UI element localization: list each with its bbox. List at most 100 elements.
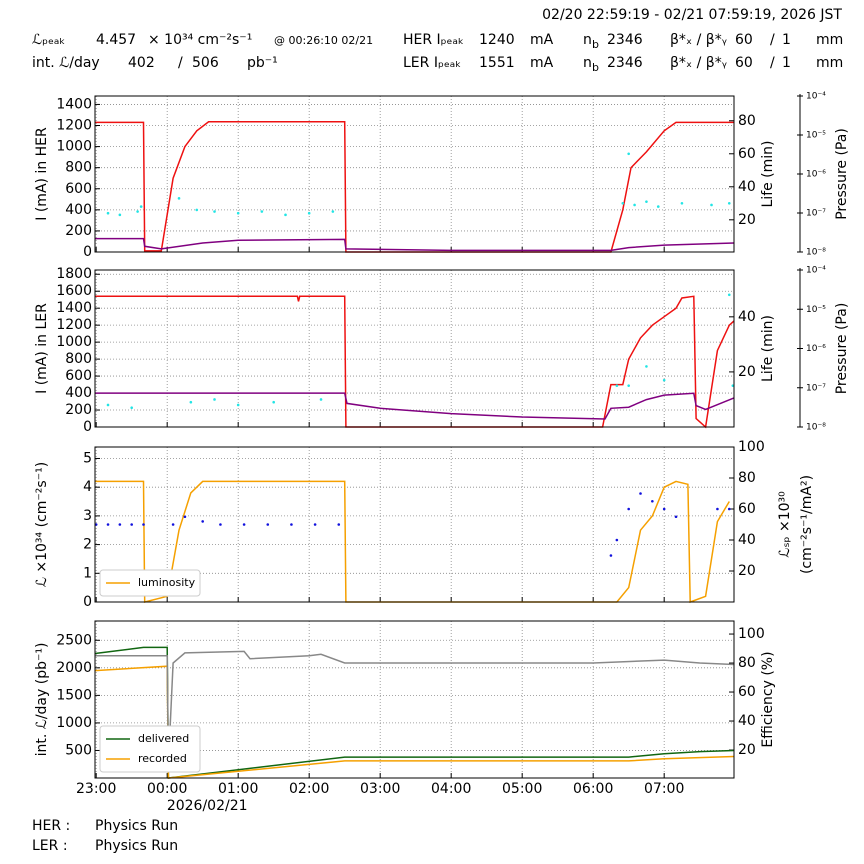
scatter-point (633, 203, 636, 207)
y-tick-label: 0 (83, 244, 92, 260)
y-tick-label: 200 (65, 223, 92, 239)
y-tick-label: 1400 (56, 96, 92, 112)
scatter-point (651, 499, 654, 503)
scatter-point (627, 384, 630, 387)
beta-sep: / (770, 55, 775, 71)
y-tick-label: 200 (65, 402, 92, 418)
scatter-point (674, 515, 678, 519)
y-tick-label: 1 (83, 565, 92, 581)
beta-y: 1 (782, 32, 791, 48)
y2-tick-label: 100 (738, 626, 765, 642)
footer-status: Physics Run (95, 818, 178, 834)
y-tick-label: 1800 (56, 266, 92, 282)
scatter-point (615, 384, 619, 387)
y3-tick-label: 10⁻⁸ (806, 248, 826, 258)
y2-tick-label: 20 (738, 563, 756, 579)
x-label: 2026/02/21 (167, 798, 248, 814)
beta-label: β*ₓ / β*ᵧ (670, 55, 727, 71)
lumi-unit: × 10³⁴ cm⁻²s⁻¹ (148, 32, 252, 48)
scatter-point (177, 197, 181, 200)
plot-frame (94, 95, 735, 253)
y2-label: ℒₛₚ ×10³⁰ (777, 491, 793, 558)
int-unit: pb⁻¹ (247, 55, 278, 71)
lumi-peak: 4.457 (96, 32, 136, 48)
scatter-point (118, 523, 122, 526)
y-tick-label: 1400 (56, 300, 92, 316)
scatter-point (195, 208, 199, 212)
scatter-point (621, 202, 625, 205)
x-tick-label: 04:00 (431, 781, 471, 797)
y2-label: (cm⁻²s⁻¹/mA²) (799, 475, 815, 574)
y-tick-label: 2000 (56, 660, 92, 676)
current-unit: mA (530, 32, 554, 48)
y-tick-label: 400 (65, 202, 92, 218)
y2-tick-label: 60 (738, 684, 756, 700)
time-range: 02/20 22:59:19 - 02/21 07:59:19, 2026 JS… (542, 7, 842, 23)
scatter-point (260, 210, 264, 213)
y3-tick-label: 10⁻⁷ (806, 383, 826, 393)
current: 1240 (479, 32, 515, 48)
scatter-point (213, 398, 216, 401)
nb-sub: b (592, 61, 599, 74)
panel: 0 200 400 600 800 1000 1200 1400 20 40 60 80 10⁻⁸ 10⁻… (34, 92, 850, 261)
y3-tick-label: 10⁻⁴ (806, 266, 826, 276)
y-tick-label: 2 (83, 537, 92, 553)
scatter-point (136, 210, 139, 213)
scatter-point (213, 210, 216, 213)
beta-label: β*ₓ / β*ᵧ (670, 32, 727, 48)
scatter-point (284, 213, 287, 217)
y-label: I (mA) in LER (34, 303, 50, 394)
y-tick-label: 2500 (56, 632, 92, 648)
y2-tick-label: 20 (738, 742, 756, 758)
y3-label: Pressure (Pa) (834, 303, 850, 395)
y3-tick-label: 10⁻⁵ (806, 131, 826, 141)
y-label: I (mA) in HER (34, 127, 50, 221)
y-tick-label: 1500 (56, 687, 92, 703)
int-delivered: 506 (192, 55, 219, 71)
y-tick-label: 3 (83, 508, 92, 524)
scatter-point (727, 202, 731, 205)
footer-ring: LER : (32, 838, 68, 854)
scatter-point (307, 211, 311, 215)
scatter-point (731, 384, 735, 387)
x-tick-label: 07:00 (644, 781, 684, 797)
legend-box (99, 725, 201, 773)
scatter-point (142, 523, 145, 526)
series-line (95, 237, 735, 252)
y2-tick-label: 40 (738, 309, 756, 325)
scatter-point (290, 523, 293, 526)
scatter-point (645, 200, 648, 203)
nb-base: n (583, 32, 592, 48)
x-tick-label: 23:00 (76, 781, 116, 797)
scatter-point (337, 523, 341, 526)
plot-frame (94, 446, 735, 603)
beta-x: 60 (735, 55, 753, 71)
bunches: 2346 (607, 32, 643, 48)
y2-tick-label: 80 (738, 470, 756, 486)
y2-tick-label: 60 (738, 501, 756, 517)
scatter-point (639, 492, 642, 495)
y2-tick-label: 80 (738, 113, 756, 129)
x-tick-label: 00:00 (147, 781, 187, 797)
bunches: 2346 (607, 55, 643, 71)
scatter-point (710, 203, 713, 207)
y2-tick-label: 40 (738, 713, 756, 729)
y-tick-label: 0 (83, 594, 92, 610)
x-tick-label: 06:00 (573, 781, 613, 797)
scatter-point (609, 554, 613, 557)
scatter-point (242, 523, 246, 526)
panel: 23:00 00:00 01:00 02:00 03:00 04:00 05:00 06:00… (34, 620, 776, 814)
x-tick-label: 05:00 (502, 781, 542, 797)
scatter-point (94, 523, 98, 526)
panel: 0 1 2 3 4 5 20 40 60 80 100 ℒ ×10³⁴ (cm⁻²s⁻¹) ℒₛₚ ×1… (34, 439, 815, 610)
nb-sub: b (592, 38, 599, 51)
scatter-point (645, 365, 648, 368)
scatter-point (236, 403, 240, 407)
footer-status: Physics Run (95, 838, 178, 854)
scatter-point (331, 210, 335, 213)
x-tick-label: 03:00 (360, 781, 400, 797)
y-tick-label: 600 (65, 368, 92, 384)
scatter-point (313, 523, 317, 526)
header: 02/20 22:59:19 - 02/21 07:59:19, 2026 JS… (32, 7, 842, 71)
scatter-point (627, 507, 630, 511)
